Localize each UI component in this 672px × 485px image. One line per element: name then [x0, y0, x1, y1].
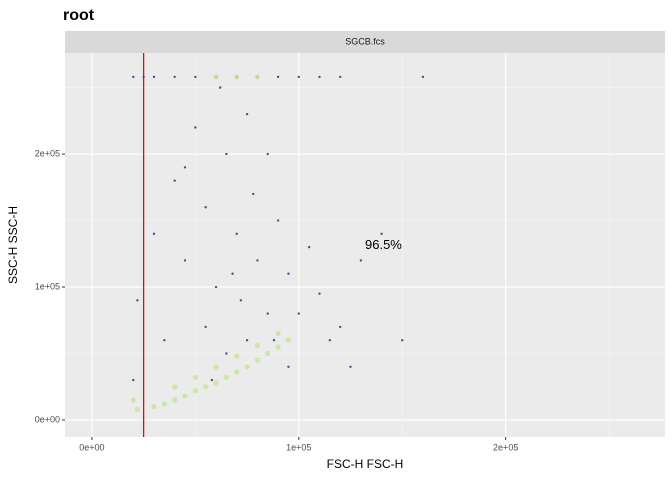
point — [328, 339, 332, 342]
point — [223, 374, 229, 381]
point — [349, 365, 352, 368]
point — [266, 312, 269, 315]
point — [182, 393, 188, 399]
point — [254, 74, 261, 80]
point — [163, 339, 166, 342]
point — [235, 232, 238, 236]
point — [130, 397, 136, 403]
x-tick-label: 0e+00 — [79, 442, 104, 452]
point — [213, 74, 219, 80]
point — [136, 299, 139, 302]
point — [152, 75, 156, 79]
point — [132, 75, 135, 79]
point — [239, 299, 243, 302]
point — [214, 285, 218, 289]
point — [172, 397, 178, 403]
point — [265, 350, 271, 357]
point — [359, 259, 363, 262]
y-tick-label: 0e+00 — [35, 414, 60, 424]
point — [254, 357, 261, 363]
point — [318, 75, 321, 79]
point — [421, 75, 425, 79]
point — [192, 388, 198, 394]
point — [266, 152, 269, 156]
point — [204, 325, 207, 329]
point — [172, 384, 178, 390]
point — [380, 232, 383, 236]
point — [256, 259, 259, 262]
point — [287, 272, 290, 275]
point — [234, 369, 240, 375]
point — [252, 192, 255, 196]
panel-label: SGCB.fcs — [345, 36, 385, 46]
point — [297, 75, 300, 79]
point — [234, 353, 240, 359]
point — [287, 365, 290, 368]
point — [307, 245, 311, 249]
point — [134, 406, 141, 412]
point — [173, 75, 176, 79]
point — [151, 404, 157, 410]
point — [218, 86, 222, 89]
x-tick-label: 1e+05 — [286, 442, 311, 452]
point — [231, 272, 234, 275]
point — [183, 166, 187, 169]
point — [213, 364, 219, 370]
point — [210, 378, 214, 382]
point — [204, 206, 207, 209]
point — [183, 259, 187, 262]
point — [245, 339, 249, 342]
point — [297, 312, 300, 315]
x-tick-label: 2e+05 — [493, 442, 518, 452]
point — [152, 232, 156, 236]
point — [276, 219, 280, 222]
x-axis-title: FSC-H FSC-H — [327, 457, 404, 471]
point — [272, 339, 276, 342]
point — [194, 75, 197, 79]
point — [244, 364, 250, 370]
point — [132, 378, 135, 382]
point — [275, 330, 281, 337]
point — [213, 380, 219, 386]
point — [245, 112, 249, 116]
point — [254, 342, 261, 349]
panel-strip — [65, 31, 665, 53]
y-axis-title: SSC-H SSC-H — [6, 206, 20, 284]
point — [161, 401, 167, 407]
plot-background — [65, 53, 665, 437]
point — [338, 75, 342, 79]
chart-title: root — [63, 7, 95, 24]
point — [275, 344, 281, 350]
point — [285, 337, 292, 343]
point — [318, 292, 321, 295]
gate-stat: 96.5% — [365, 237, 402, 252]
point — [401, 339, 404, 342]
point — [225, 152, 228, 156]
point — [234, 74, 240, 80]
y-tick-label: 1e+05 — [35, 281, 60, 291]
point — [173, 179, 176, 182]
point — [194, 126, 197, 129]
point — [338, 325, 342, 329]
point — [276, 75, 280, 79]
point — [203, 384, 209, 390]
y-tick-label: 2e+05 — [35, 148, 60, 158]
point — [192, 374, 198, 381]
point — [225, 352, 228, 355]
